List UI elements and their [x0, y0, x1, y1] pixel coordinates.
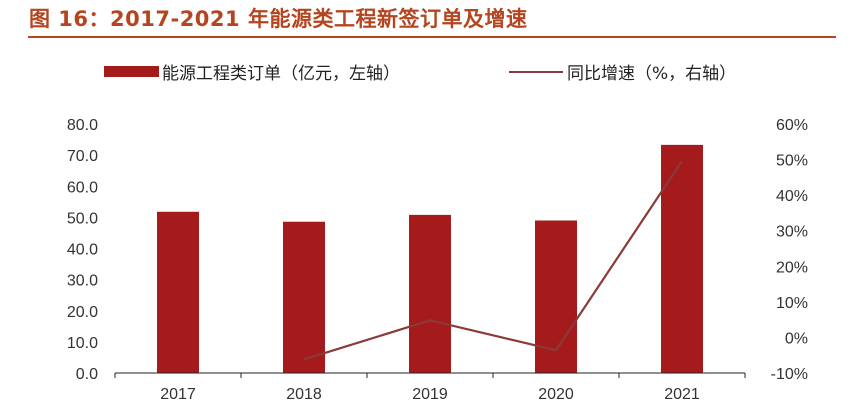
y-right-tick-label: 50%: [776, 153, 808, 170]
legend: 能源工程类订单（亿元，左轴） 同比增速（%，右轴）: [104, 64, 736, 84]
x-tick-label: 2020: [538, 386, 574, 403]
legend-line-label: 同比增速（%，右轴）: [567, 64, 736, 84]
y-left-tick-label: 40.0: [67, 242, 98, 259]
y-left-tick-label: 10.0: [67, 335, 98, 352]
bar-2019: [409, 214, 451, 373]
x-tick-label: 2019: [412, 386, 448, 403]
y-right-tick-label: 30%: [776, 224, 808, 241]
bar-2021: [661, 144, 703, 373]
growth-line: [303, 160, 683, 361]
y-left-tick-label: 20.0: [67, 304, 98, 321]
x-tick-label: 2021: [664, 386, 700, 403]
legend-bar-label: 能源工程类订单（亿元，左轴）: [162, 64, 400, 84]
y-left-tick-label: 70.0: [67, 148, 98, 165]
legend-bar-swatch: [104, 66, 159, 77]
x-tick-label: 2018: [286, 386, 322, 403]
title-divider: [28, 36, 836, 38]
bar-2018: [283, 221, 325, 373]
y-right-tick-label: 40%: [776, 188, 808, 205]
y-right-tick-label: 0%: [785, 330, 808, 347]
y-left-tick-label: 30.0: [67, 273, 98, 290]
y-right-tick-label: -10%: [771, 366, 808, 383]
y-left-tick-label: 60.0: [67, 179, 98, 196]
y-left-tick-label: 0.0: [76, 366, 98, 383]
bar-2017: [157, 211, 199, 373]
y-right-tick-label: 20%: [776, 259, 808, 276]
y-left-tick-label: 80.0: [67, 117, 98, 134]
y-left-tick-label: 50.0: [67, 210, 98, 227]
x-tick-label: 2017: [160, 386, 196, 403]
y-right-tick-label: 60%: [776, 117, 808, 134]
y-right-tick-label: 10%: [776, 295, 808, 312]
chart-title: 图 16：2017-2021 年能源类工程新签订单及增速: [29, 7, 528, 31]
